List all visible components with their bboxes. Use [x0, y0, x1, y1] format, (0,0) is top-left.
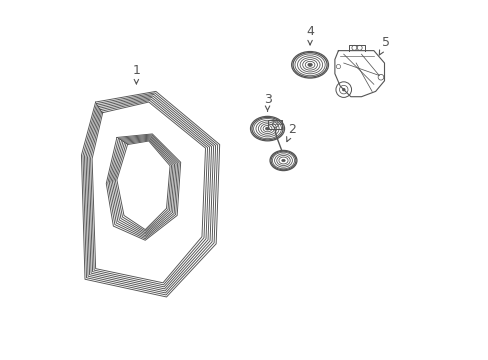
Ellipse shape [281, 159, 285, 162]
Circle shape [342, 88, 345, 91]
Text: 2: 2 [286, 123, 296, 141]
Text: 4: 4 [305, 25, 313, 45]
Ellipse shape [265, 127, 269, 130]
Text: 3: 3 [263, 93, 271, 111]
Ellipse shape [307, 63, 312, 66]
Text: 5: 5 [379, 36, 389, 55]
Text: 1: 1 [132, 64, 140, 84]
